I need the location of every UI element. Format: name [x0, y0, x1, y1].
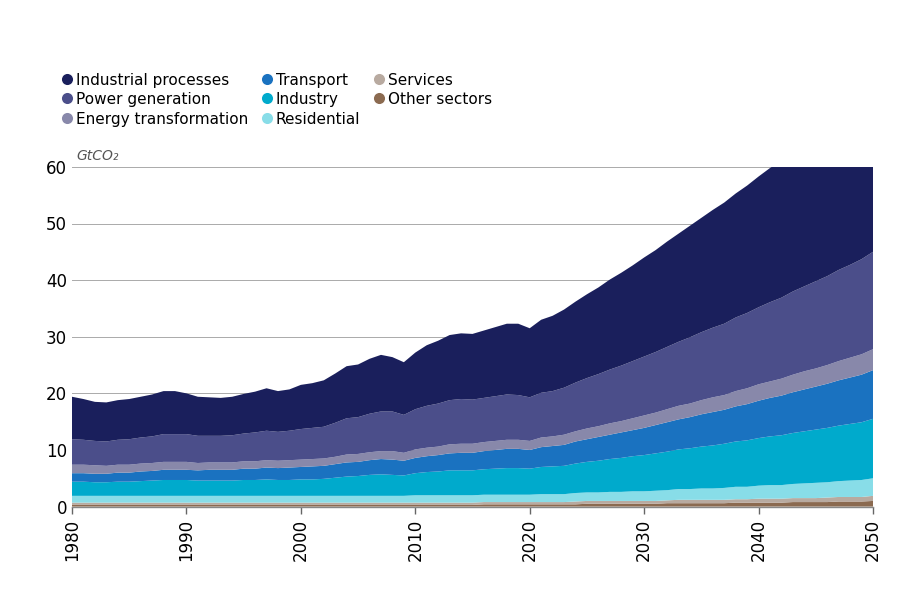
- Legend: Industrial processes, Power generation, Energy transformation, Transport, Indust: Industrial processes, Power generation, …: [64, 73, 491, 127]
- Text: GtCO₂: GtCO₂: [76, 150, 119, 163]
